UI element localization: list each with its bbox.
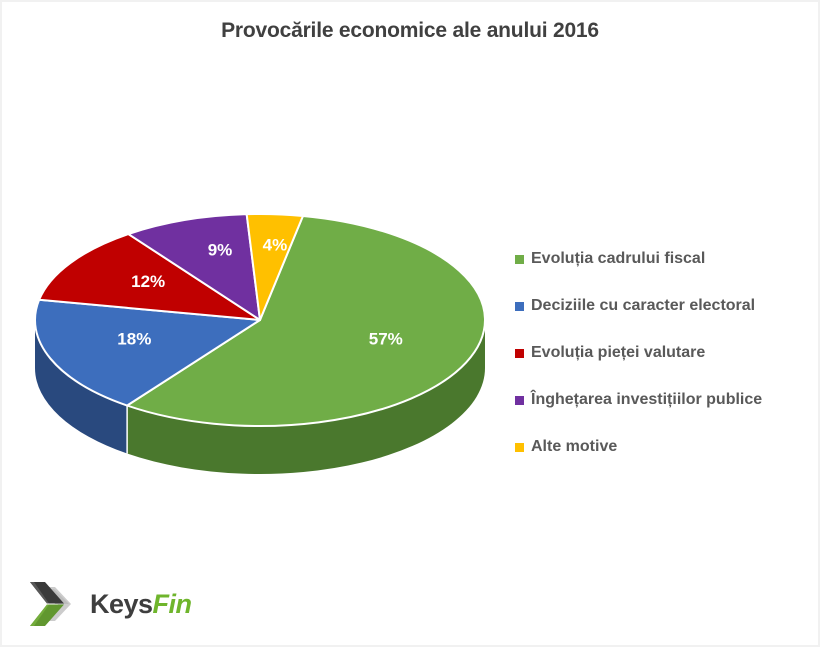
legend-item-label: Evoluția cadrului fiscal [531, 250, 706, 267]
logo-text-fin: Fin [152, 588, 193, 619]
pie-slice-1 [34, 298, 261, 407]
keysfin-chevron-icon [30, 582, 71, 626]
legend-marker-icon [515, 395, 524, 405]
pie-slice-label: 12% [131, 272, 165, 291]
legend-item-label: Alte motive [531, 438, 618, 455]
legend-marker-icon [515, 254, 524, 264]
legend-item-label: Înghețarea investițiilor publice [531, 391, 763, 408]
legend-item: Alte motive [515, 435, 762, 459]
legend-item: Evoluția pieței valutare [515, 341, 762, 365]
logo-text: KeysFin [90, 589, 192, 620]
pie-slice-3 [127, 213, 261, 321]
keysfin-logo: KeysFin [28, 580, 192, 628]
pie-slice-side-1 [35, 320, 128, 454]
legend-item-label: Deciziile cu caracter electoral [531, 297, 756, 314]
pie-slice-2 [38, 233, 261, 321]
pie-slice-side-0 [127, 320, 486, 474]
pie-slice-label: 4% [263, 235, 288, 254]
legend-item: Evoluția cadrului fiscal [515, 247, 762, 271]
pie-slice-label: 18% [117, 329, 151, 348]
legend-marker-icon [515, 301, 524, 311]
legend-marker-icon [515, 348, 524, 358]
legend-item: Deciziile cu caracter electoral [515, 294, 762, 318]
chart-title: Provocările economice ale anului 2016 [221, 19, 599, 42]
legend-item: Înghețarea investițiilor publice [515, 388, 762, 412]
logo-text-keys: Keys [90, 588, 153, 619]
legend-marker-icon [515, 442, 524, 452]
legend-item-label: Evoluția pieței valutare [531, 344, 706, 361]
pie-slice-label: 57% [369, 330, 403, 349]
pie-slice-4 [245, 213, 304, 321]
pie-slice-0 [126, 214, 486, 427]
pie-slice-label: 9% [208, 241, 233, 260]
legend: Evoluția cadrului fiscal Deciziile cu car… [515, 247, 762, 459]
